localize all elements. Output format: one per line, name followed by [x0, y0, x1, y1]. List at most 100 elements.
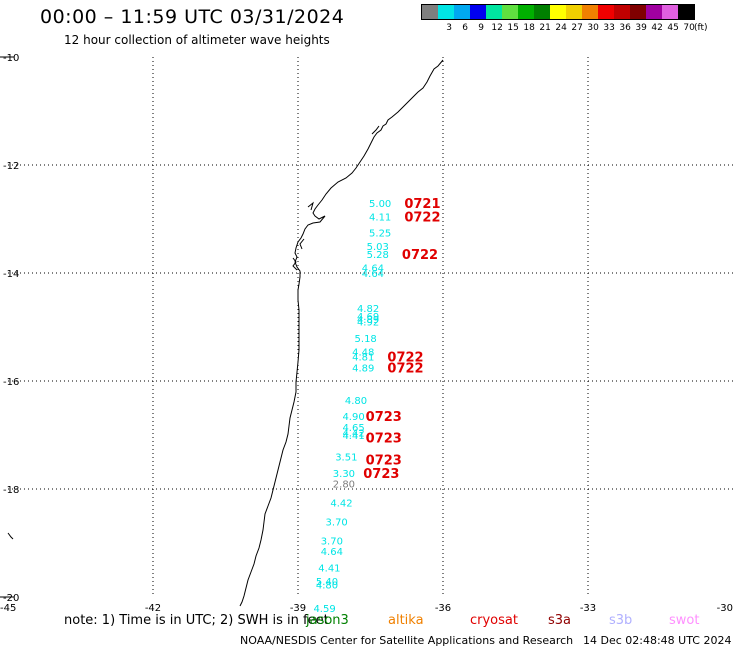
- swh-value: 3.70: [326, 517, 348, 528]
- legend-swatch: [662, 5, 678, 19]
- legend-swatch: [566, 5, 582, 19]
- swh-value: 4.41: [342, 431, 364, 442]
- coastline-islands: [7, 125, 380, 540]
- swh-value: 3.30: [333, 469, 355, 480]
- legend-label: 36: [619, 23, 631, 33]
- legend-swatch: [646, 5, 662, 19]
- swh-value: 5.00: [369, 199, 391, 210]
- satellite-altika: altika: [388, 613, 424, 628]
- swh-value: 4.89: [352, 364, 374, 375]
- swh-value: 4.11: [369, 212, 391, 223]
- swh-value: 3.70: [321, 536, 343, 547]
- y-tick-label: -16: [3, 377, 19, 388]
- swh-value: 4.69: [357, 312, 379, 323]
- x-tick-label: -36: [435, 603, 451, 614]
- swh-value: 4.81: [352, 353, 374, 364]
- legend-label: 18: [523, 23, 535, 33]
- legend-swatch: [582, 5, 598, 19]
- swh-value: 5.18: [355, 334, 377, 345]
- swh-value: 4.48: [352, 347, 374, 358]
- wave-height-legend: 3 6 9 12 15 18 21 24 27 30 33 36 39 42 45 70 (ft): [421, 4, 708, 35]
- satellite-cryosat: cryosat: [470, 613, 518, 628]
- pass-time: 0722: [404, 210, 440, 225]
- satellite-jason3: jason3: [306, 613, 349, 628]
- swh-value: 4.59: [313, 604, 335, 615]
- legend-swatch: [614, 5, 630, 19]
- map-grid: [0, 56, 733, 598]
- swh-value: 5.40: [316, 577, 338, 588]
- legend-label: 27: [571, 23, 583, 33]
- legend-label: 6: [462, 23, 468, 33]
- pass-time: 0721: [404, 197, 440, 212]
- swh-value: 4.80: [345, 396, 367, 407]
- pass-time: 0722: [387, 362, 423, 377]
- legend-labels: 3 6 9 12 15 18 21 24 27 30 33 36 39 42 45 70 (ft): [421, 23, 707, 35]
- satellite-s3a: s3a: [548, 613, 572, 628]
- pass-time: 0723: [366, 432, 402, 447]
- legend-swatches: [421, 4, 695, 20]
- legend-swatch: [486, 5, 502, 19]
- pass-time: 0723: [366, 453, 402, 468]
- footer-note: note: 1) Time is in UTC; 2) SWH is in fe…: [64, 613, 329, 628]
- x-tick-label: -33: [580, 603, 596, 614]
- map-title: 00:00 – 11:59 UTC 03/31/2024: [40, 6, 345, 28]
- legend-swatch: [502, 5, 518, 19]
- swh-value: 4.92: [357, 318, 379, 329]
- axis-ticks: -45 -42 -39 -36 -33 -30 -10 -12 -14 -16 -18 -20: [0, 53, 733, 614]
- credit-line: NOAA/NESDIS Center for Satellite Applica…: [240, 634, 574, 647]
- legend-unit: (ft): [694, 23, 708, 33]
- swh-value: 4.82: [357, 304, 379, 315]
- pass-time: 0722: [387, 351, 423, 366]
- legend-swatch: [438, 5, 454, 19]
- swh-value: 4.41: [318, 563, 340, 574]
- x-tick-label: -42: [145, 603, 161, 614]
- y-tick-label: -12: [3, 161, 19, 172]
- swh-value: 4.80: [316, 581, 338, 592]
- y-tick-label: -18: [3, 485, 19, 496]
- legend-label: 12: [491, 23, 503, 33]
- swh-value: 4.64: [362, 264, 384, 275]
- legend-swatch: [422, 5, 438, 19]
- legend-label: 15: [507, 23, 519, 33]
- swh-value: 4.89: [357, 315, 379, 326]
- swh-value: 5.03: [367, 242, 389, 253]
- legend-swatch: [534, 5, 550, 19]
- legend-swatch: [518, 5, 534, 19]
- x-tick-label: -30: [717, 603, 733, 614]
- y-tick-label: -10: [3, 53, 19, 64]
- legend-label: 3: [446, 23, 452, 33]
- legend-label: 33: [603, 23, 615, 33]
- swh-observations: 5.004.115.255.035.284.644.644.824.694.89…: [313, 199, 391, 615]
- legend-label: 24: [555, 23, 567, 33]
- satellite-s3b: s3b: [609, 613, 633, 628]
- y-tick-label: -20: [3, 593, 19, 604]
- legend-swatch: [630, 5, 646, 19]
- legend-swatch: [678, 5, 694, 19]
- x-tick-label: -45: [0, 603, 16, 614]
- swh-value: 4.42: [342, 428, 364, 439]
- legend-swatch: [470, 5, 486, 19]
- legend-swatch: [598, 5, 614, 19]
- pass-time: 0723: [366, 410, 402, 425]
- legend-label: 42: [651, 23, 663, 33]
- swh-value: 4.42: [330, 499, 352, 510]
- x-tick-label: -39: [290, 603, 306, 614]
- legend-label: 9: [478, 23, 484, 33]
- legend-label: 70: [683, 23, 695, 33]
- pass-time: 0723: [363, 467, 399, 482]
- legend-label: 30: [587, 23, 599, 33]
- swh-value: 5.25: [369, 229, 391, 240]
- generated-timestamp: 14 Dec 02:48:48 UTC 2024: [583, 634, 732, 647]
- swh-value: 3.51: [335, 453, 357, 464]
- legend-swatch: [454, 5, 470, 19]
- legend-label: 39: [635, 23, 647, 33]
- y-tick-label: -14: [3, 269, 19, 280]
- legend-label: 45: [667, 23, 679, 33]
- legend-label: 21: [539, 23, 551, 33]
- swh-value: 4.90: [342, 412, 364, 423]
- swh-value: 5.28: [367, 250, 389, 261]
- swh-value: 4.65: [342, 423, 364, 434]
- pass-time: 0722: [402, 248, 438, 263]
